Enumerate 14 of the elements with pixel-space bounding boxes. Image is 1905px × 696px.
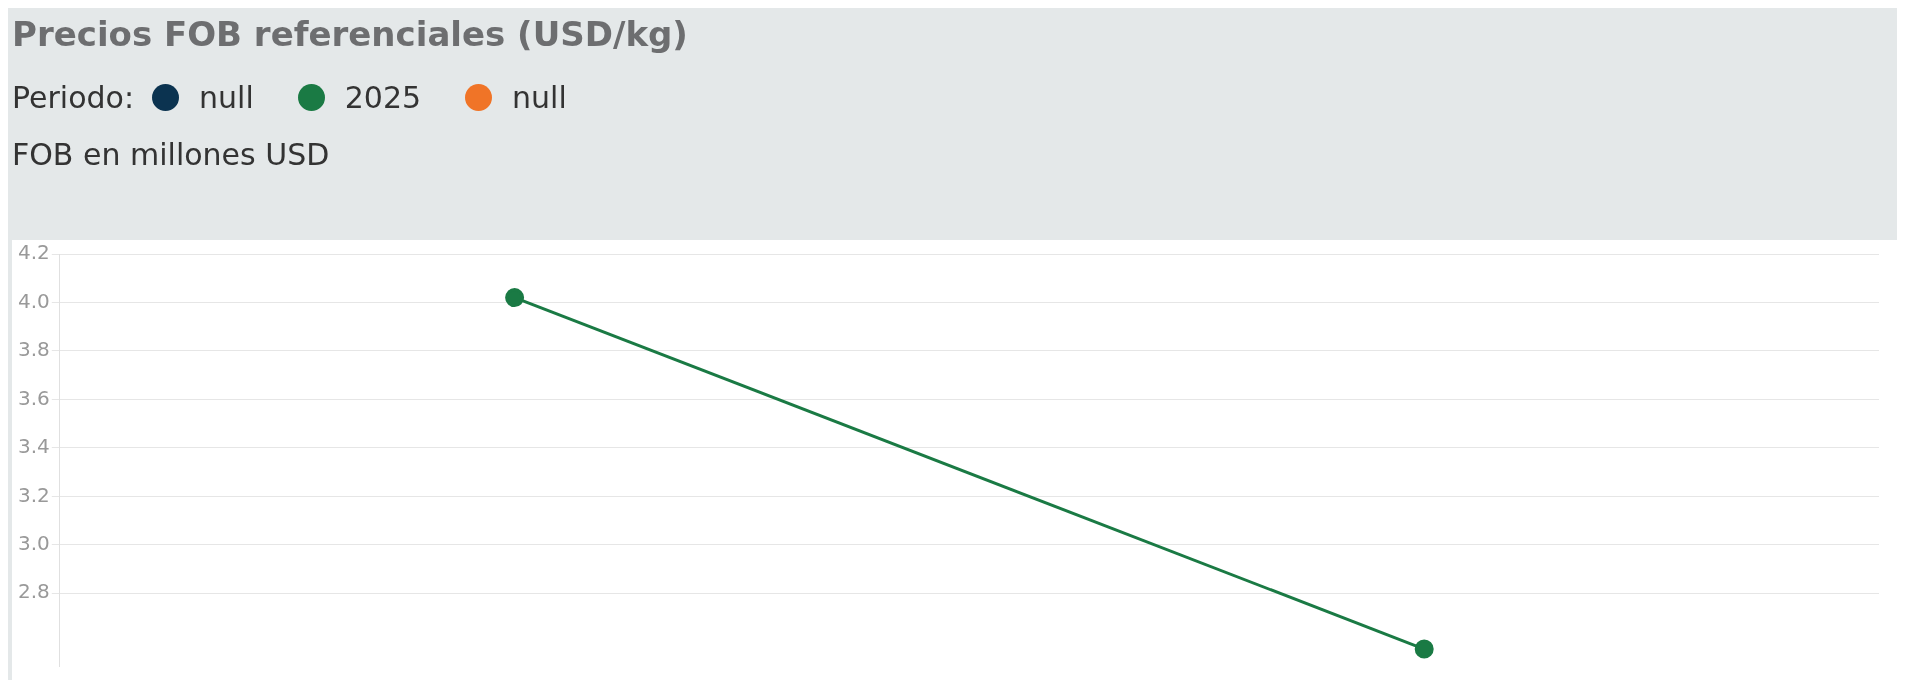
y-tick-label: 3.6 <box>17 385 50 410</box>
y-tick-label: 4.2 <box>17 240 50 265</box>
y-tick-label: 4.0 <box>17 288 50 313</box>
y-tick-label: 3.0 <box>17 531 50 556</box>
y-tick-label: 2.8 <box>17 579 50 604</box>
chart-subtitle: FOB en millones USD <box>12 137 331 172</box>
legend-label: 2025 <box>344 80 422 115</box>
legend-label: null <box>199 80 254 115</box>
legend-label: null <box>512 80 567 115</box>
y-tick-label: 3.2 <box>17 482 50 507</box>
y-tick-label: 3.8 <box>17 337 50 362</box>
chart-title: Precios FOB referenciales (USD/kg) <box>12 14 689 54</box>
y-tick-label: 3.4 <box>17 434 50 459</box>
legend-title: Periodo: <box>12 80 135 115</box>
